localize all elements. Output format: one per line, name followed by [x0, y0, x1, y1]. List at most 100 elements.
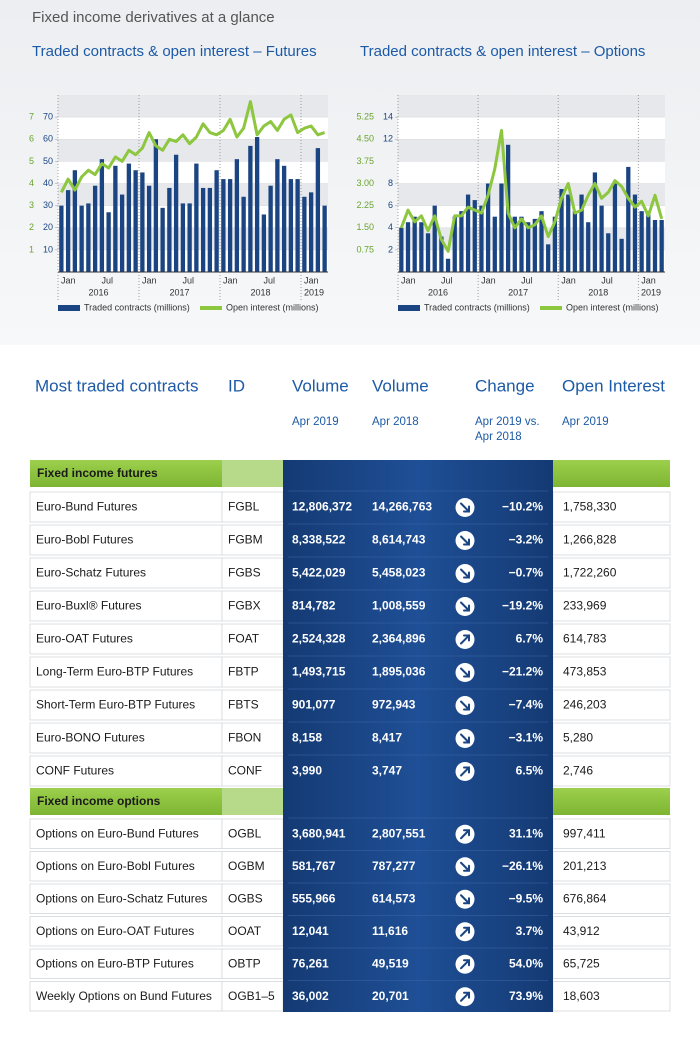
- bar: [465, 194, 471, 272]
- change-arrow: [460, 535, 470, 546]
- legend-label: Open interest (millions): [226, 302, 319, 312]
- column-header: Volume: [292, 376, 349, 395]
- contract-id: OGBM: [228, 859, 265, 873]
- open-interest: 1,758,330: [563, 500, 617, 514]
- bar: [566, 194, 571, 272]
- bar: [200, 187, 206, 272]
- row-cell: [221, 883, 284, 914]
- bar: [539, 211, 544, 272]
- change-arrow: [460, 700, 470, 711]
- volume-2018: 1,895,036: [372, 665, 426, 679]
- row-cell: [552, 689, 671, 721]
- bar: [302, 196, 307, 272]
- y-tick-label: 30: [43, 200, 53, 210]
- bar: [399, 227, 404, 272]
- contract-name: Euro-Bobl Futures: [36, 533, 133, 547]
- year-label: 2017: [169, 287, 189, 297]
- contract-name: Long-Term Euro-BTP Futures: [36, 665, 193, 679]
- bar: [268, 185, 273, 272]
- x-tick-label: Jan: [401, 275, 416, 285]
- section-title: Fixed income options: [37, 794, 161, 808]
- x-tick-label: Jul: [521, 275, 533, 285]
- row-cell: [29, 818, 223, 849]
- grid-band: [398, 227, 665, 250]
- bar: [439, 236, 444, 272]
- bar: [65, 190, 71, 272]
- section-band-id: [222, 788, 283, 815]
- contract-name: Short-Term Euro-BTP Futures: [36, 698, 195, 712]
- bar: [261, 214, 267, 272]
- bar: [572, 211, 578, 272]
- contract-name: Options on Euro-Bobl Futures: [36, 859, 195, 873]
- bar: [619, 238, 624, 272]
- bar: [248, 145, 253, 272]
- row-cell: [29, 656, 223, 688]
- bar: [532, 218, 537, 272]
- row-cell: [552, 656, 671, 688]
- y-tick-label: 4: [388, 222, 393, 232]
- column-header: Most traded contracts: [35, 376, 198, 395]
- open-interest: 201,213: [563, 859, 607, 873]
- bar: [315, 148, 321, 272]
- bar: [106, 212, 111, 272]
- contract-id: FBON: [228, 731, 261, 745]
- bar: [519, 216, 524, 272]
- bar: [552, 216, 557, 272]
- change-arrow: [460, 959, 470, 970]
- contract-name: Euro-Schatz Futures: [36, 566, 146, 580]
- contract-name: Euro-Buxl® Futures: [36, 599, 142, 613]
- y2-tick-label: 4: [29, 178, 34, 188]
- contract-id: CONF: [228, 764, 262, 778]
- change: −0.7%: [509, 566, 544, 580]
- volume-2019: 36,002: [292, 989, 329, 1003]
- open-interest: 1,266,828: [563, 533, 617, 547]
- volume-2019: 8,158: [292, 731, 322, 745]
- change-arrow: [460, 502, 470, 513]
- volume-2018: 20,701: [372, 989, 409, 1003]
- bar: [472, 200, 477, 272]
- x-tick-label: Jan: [481, 275, 496, 285]
- contract-id: FGBL: [228, 500, 260, 514]
- row-cell: [29, 722, 223, 754]
- change: −3.2%: [509, 533, 544, 547]
- change-arrow: [460, 894, 470, 905]
- line: [60, 100, 326, 193]
- contract-name: Euro-Bund Futures: [36, 500, 137, 514]
- y-tick-label: 2: [388, 244, 393, 254]
- change: 6.5%: [516, 764, 544, 778]
- grid-band: [58, 183, 328, 206]
- bar: [153, 139, 159, 272]
- column-header: Change: [475, 376, 535, 395]
- contract-id: OBTP: [228, 956, 261, 970]
- change-arrow: [460, 766, 470, 777]
- bar: [207, 187, 213, 272]
- bar: [432, 205, 437, 272]
- bar: [646, 211, 651, 272]
- contract-id: FBTS: [228, 698, 259, 712]
- y-tick-label: 40: [43, 178, 53, 188]
- bar: [146, 185, 152, 272]
- y-tick-label: 12: [383, 134, 393, 144]
- volume-2018: 5,458,023: [372, 566, 426, 580]
- x-tick-label: Jul: [601, 275, 613, 285]
- bar: [419, 222, 424, 272]
- bar: [119, 194, 125, 272]
- contract-name: Options on Euro-Schatz Futures: [36, 891, 207, 905]
- row-cell: [221, 557, 284, 589]
- volume-2019: 12,806,372: [292, 500, 352, 514]
- y2-tick-label: 5: [29, 156, 34, 166]
- column-subheader: Apr 2018: [372, 416, 419, 428]
- bar: [308, 192, 314, 272]
- open-interest: 233,969: [563, 599, 607, 613]
- x-tick-label: Jan: [641, 275, 656, 285]
- y2-tick-label: 3.00: [356, 178, 374, 188]
- year-label: 2016: [88, 287, 108, 297]
- bar: [485, 183, 491, 272]
- y-tick-label: 50: [43, 156, 53, 166]
- y-tick-label: 6: [388, 200, 393, 210]
- x-tick-label: Jan: [142, 275, 157, 285]
- bar: [194, 163, 199, 272]
- open-interest: 1,722,260: [563, 566, 617, 580]
- bar: [79, 205, 84, 272]
